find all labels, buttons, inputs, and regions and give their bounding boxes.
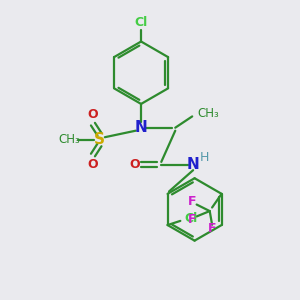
Text: CH₃: CH₃ [198, 107, 219, 120]
Text: F: F [188, 213, 197, 226]
Text: F: F [188, 195, 197, 208]
Text: N: N [135, 120, 148, 135]
Text: H: H [200, 151, 209, 164]
Text: Cl: Cl [184, 212, 197, 225]
Text: O: O [88, 108, 98, 121]
Text: N: N [187, 158, 200, 172]
Text: O: O [129, 158, 140, 171]
Text: CH₃: CH₃ [59, 133, 81, 146]
Text: F: F [208, 222, 216, 236]
Text: Cl: Cl [134, 16, 148, 29]
Text: S: S [94, 132, 105, 147]
Text: O: O [88, 158, 98, 171]
